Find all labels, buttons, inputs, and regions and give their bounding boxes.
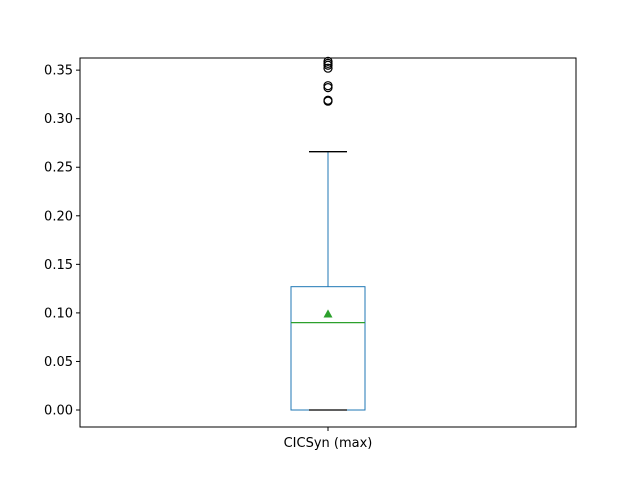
x-tick-label: CICSyn (max) <box>284 436 373 451</box>
box-iqr <box>290 286 366 411</box>
y-tick-label: 0.25 <box>44 161 73 176</box>
plot-area <box>290 56 366 411</box>
mean-marker <box>323 309 333 318</box>
y-tick-label: 0.15 <box>44 258 73 273</box>
y-tick-label: 0.30 <box>44 112 73 127</box>
outlier-point <box>323 95 333 105</box>
y-axis: 0.00 0.05 0.10 0.15 0.20 0.25 0.30 0.35 <box>44 64 80 419</box>
outlier-point <box>323 81 333 91</box>
y-tick-label: 0.35 <box>44 64 73 79</box>
axes-frame <box>79 57 577 428</box>
outlier-point <box>323 63 333 73</box>
y-tick-label: 0.05 <box>44 355 73 370</box>
outlier-point <box>323 56 333 66</box>
y-tick-label: 0.00 <box>44 404 73 419</box>
x-axis: CICSyn (max) <box>284 427 373 451</box>
y-tick-label: 0.10 <box>44 306 73 321</box>
y-tick-label: 0.20 <box>44 209 73 224</box>
